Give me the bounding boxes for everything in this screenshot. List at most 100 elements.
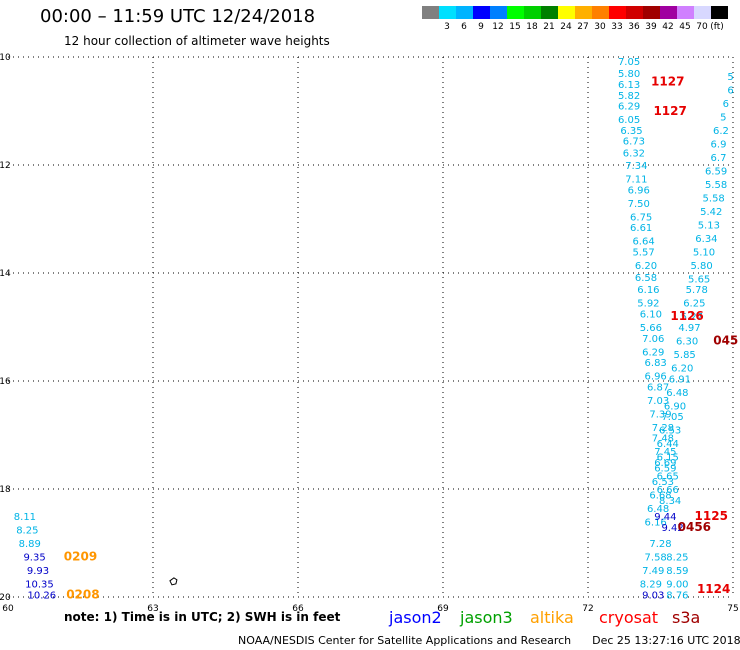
data-label-jason3: 7.06	[642, 334, 664, 345]
y-tick-label: -20	[0, 593, 11, 603]
data-label-altika: 0209	[64, 550, 97, 564]
legend-cryosat: cryosat	[599, 608, 659, 627]
data-label-jason3: 5.13	[698, 220, 720, 231]
color-swatch	[490, 6, 507, 19]
data-label-jason3: 6.29	[642, 347, 664, 358]
data-label-jason2: 9.03	[642, 590, 664, 601]
color-scale-label: 45	[679, 22, 691, 32]
data-label-jason3: 5.92	[637, 299, 659, 310]
data-label-cryosat: 1127	[653, 104, 686, 118]
x-tick-label: 72	[582, 604, 593, 614]
data-label-jason3: 6.20	[671, 364, 693, 375]
data-label-jason3: 6.53	[659, 426, 681, 437]
color-scale-unit: (ft)	[710, 22, 724, 32]
data-label-jason3: 7.03	[647, 396, 669, 407]
y-tick-label: -14	[0, 269, 11, 279]
color-scale-label: 42	[662, 22, 674, 32]
color-swatch	[473, 6, 490, 19]
data-label-jason3: 6.2	[713, 126, 729, 137]
data-label-jason3: 6.29	[618, 102, 640, 113]
data-label-jason3: 5.27	[681, 312, 703, 323]
data-label-jason3: 8.29	[640, 580, 662, 591]
footer-timestamp: Dec 25 13:27:16 UTC 2018	[592, 634, 740, 647]
data-label-jason3: 6.59	[654, 463, 676, 474]
data-label-jason3: 6.16	[645, 517, 667, 528]
color-swatch	[422, 6, 439, 19]
color-scale-label: 39	[645, 22, 657, 32]
color-scale-label: 27	[577, 22, 589, 32]
chart-subtitle: 12 hour collection of altimeter wave hei…	[64, 34, 330, 48]
x-tick-label: 66	[292, 604, 304, 614]
data-label-jason3: 5.65	[688, 274, 710, 285]
data-label-jason3: 6.68	[649, 490, 671, 501]
color-scale-label: 3	[444, 22, 450, 32]
data-label-jason3: 6.48	[666, 388, 688, 399]
data-label-jason3: 8.76	[666, 590, 688, 601]
data-label-jason3: 6.13	[618, 80, 640, 91]
legend-s3a: s3a	[672, 608, 701, 627]
data-label-jason3: 7.39	[649, 409, 671, 420]
color-swatch	[456, 6, 473, 19]
data-label-jason2: 9.44	[654, 512, 676, 523]
y-tick-label: -18	[0, 485, 11, 495]
color-swatch	[507, 6, 524, 19]
data-label-jason2: 10.26	[28, 590, 57, 601]
data-label-s3a: 0456	[678, 520, 711, 534]
x-tick-label: 75	[727, 604, 738, 614]
data-label-jason3: 6	[723, 99, 729, 110]
x-tick-label: 60	[2, 604, 14, 614]
data-label-jason3: 4.97	[678, 323, 700, 334]
color-swatch	[558, 6, 575, 19]
data-label-cryosat: 1124	[697, 582, 730, 596]
data-label-jason3: 5.78	[686, 285, 708, 296]
data-label-jason3: 7.48	[652, 434, 674, 445]
color-swatch	[711, 6, 728, 19]
data-label-jason3: 8.25	[16, 526, 38, 537]
data-label-jason3: 6.9	[711, 139, 727, 150]
color-scale-label: 70	[696, 22, 708, 32]
data-label-jason3: 5.57	[632, 247, 654, 258]
data-label-jason3: 7.58	[645, 553, 667, 564]
data-label-jason3: 6.64	[632, 237, 654, 248]
data-label-jason3: 6.66	[657, 485, 679, 496]
footer: NOAA/NESDIS Center for Satellite Applica…	[238, 634, 740, 647]
color-scale-label: 15	[509, 22, 521, 32]
data-label-jason3: 7.05	[618, 57, 640, 68]
data-label-jason3: 6.73	[623, 137, 645, 148]
data-label-jason3: 6.90	[664, 401, 686, 412]
y-tick-label: -12	[0, 161, 11, 171]
data-label-jason3: 6.05	[618, 115, 640, 126]
color-scale-label: 33	[611, 22, 623, 32]
data-label-jason3: 5.80	[618, 69, 640, 80]
data-label-jason3: 6.20	[635, 261, 657, 272]
data-label-jason3: 6.16	[637, 285, 659, 296]
data-label-jason3: 6.61	[630, 223, 652, 234]
legend-altika: altika	[530, 608, 574, 627]
data-label-jason2: 10.35	[25, 580, 54, 591]
color-scale-label: 12	[492, 22, 504, 32]
data-label-jason2: 9.42	[661, 523, 683, 534]
data-label-jason3: 6.96	[628, 185, 650, 196]
color-scale-label: 21	[543, 22, 555, 32]
island-outline	[169, 577, 178, 586]
data-label-s3a: 045	[713, 334, 738, 348]
data-label-jason3: 5.58	[705, 180, 727, 191]
data-label-jason3: 5.82	[618, 91, 640, 102]
data-label-jason3: 7.45	[654, 447, 676, 458]
data-label-jason3: 6.83	[645, 358, 667, 369]
data-label-cryosat: 1127	[651, 74, 684, 88]
data-label-jason3: 6.44	[657, 439, 679, 450]
y-tick-label: -10	[0, 53, 11, 63]
data-label-jason3: 5.10	[693, 247, 715, 258]
data-label-cryosat: 1126	[670, 309, 703, 323]
color-swatch	[541, 6, 558, 19]
data-label-jason3: 8.89	[19, 539, 41, 550]
legend: note: 1) Time is in UTC; 2) SWH is in fe…	[64, 610, 340, 624]
legend-jason3: jason3	[460, 608, 513, 627]
data-label-jason3: 8.25	[666, 553, 688, 564]
color-swatch	[439, 6, 456, 19]
color-scale-label: 24	[560, 22, 572, 32]
data-label-jason3: 6.48	[647, 504, 669, 515]
data-label-jason3: 8.34	[659, 496, 681, 507]
